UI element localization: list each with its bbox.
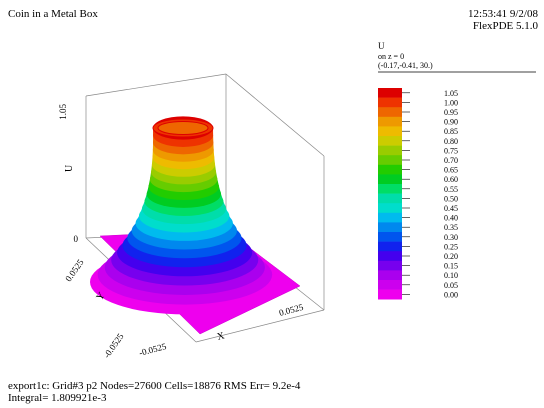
axis-box-edge: [195, 309, 325, 343]
colorbar-label: 0.20: [444, 252, 458, 261]
colorbar-swatch: [378, 164, 402, 175]
colorbar-swatch: [378, 88, 402, 98]
surface-top-inner: [157, 121, 209, 135]
colorbar-swatch: [378, 116, 402, 127]
colorbar-swatch: [378, 155, 402, 166]
colorbar-swatch: [378, 212, 402, 223]
colorbar-swatch: [378, 280, 402, 290]
colorbar-label: 0.90: [444, 118, 458, 127]
z-tick-label: 0: [74, 234, 79, 244]
colorbar-label: 0.30: [444, 233, 458, 242]
y-tick-label: 0.0525: [63, 257, 86, 283]
colorbar-swatch: [378, 193, 402, 204]
colorbar-swatch: [378, 97, 402, 108]
colorbar-swatch: [378, 241, 402, 252]
colorbar-label: 0.10: [444, 271, 458, 280]
colorbar-label: 0.65: [444, 166, 458, 175]
colorbar-label: 0.15: [444, 262, 458, 271]
colorbar-swatch: [378, 107, 402, 118]
colorbar-swatch: [378, 203, 402, 214]
colorbar-swatch: [378, 251, 402, 262]
colorbar-label: 1.05: [444, 89, 458, 98]
colorbar-swatch: [378, 174, 402, 185]
colorbar-label: 0.95: [444, 108, 458, 117]
plot-title: Coin in a Metal Box: [8, 8, 98, 20]
legend-viewpoint: (-0.17,-0.41, 30.): [378, 61, 433, 70]
colorbar-label: 0.35: [444, 223, 458, 232]
colorbar-swatch: [378, 136, 402, 146]
legend-slice: on z = 0: [378, 52, 405, 61]
colorbar-label: 0.50: [444, 194, 458, 203]
colorbar-swatch: [378, 270, 402, 281]
colorbar-label: 0.80: [444, 137, 458, 146]
colorbar-label: 0.85: [444, 127, 458, 136]
colorbar-label: 0.05: [444, 281, 458, 290]
colorbar-label: 0.60: [444, 175, 458, 184]
colorbar-swatch: [378, 126, 402, 137]
axis-box-edge: [225, 73, 325, 157]
y-tick-label: -0.0525: [102, 331, 126, 360]
legend-variable: U: [378, 41, 385, 51]
colorbar-label: 0.55: [444, 185, 458, 194]
z-tick-label: 1.05: [58, 104, 68, 120]
colorbar-label: 1.00: [444, 98, 458, 107]
timestamp: 12:53:41 9/2/08: [468, 8, 538, 20]
axis-box-edge: [85, 73, 227, 97]
colorbar-swatch: [378, 184, 402, 194]
software-version: FlexPDE 5.1.0: [472, 20, 538, 32]
x-tick-label: -0.0525: [138, 341, 168, 358]
colorbar-swatch: [378, 222, 402, 233]
colorbar-swatch: [378, 145, 402, 156]
colorbar-swatch: [378, 289, 402, 300]
footer-integral: Integral= 1.809921e-3: [8, 392, 107, 404]
colorbar-swatch: [378, 232, 402, 242]
colorbar-label: 0.40: [444, 214, 458, 223]
footer-stats: export1c: Grid#3 p2 Nodes=27600 Cells=18…: [8, 380, 301, 392]
colorbar-label: 0.70: [444, 156, 458, 165]
colorbar-label: 0.25: [444, 242, 458, 251]
colorbar-label: 0.75: [444, 146, 458, 155]
z-axis-label: U: [64, 164, 75, 172]
colorbar-swatch: [378, 260, 402, 271]
x-axis-label: X: [216, 330, 227, 343]
colorbar-label: 0.00: [444, 290, 458, 299]
colorbar-label: 0.45: [444, 204, 458, 213]
